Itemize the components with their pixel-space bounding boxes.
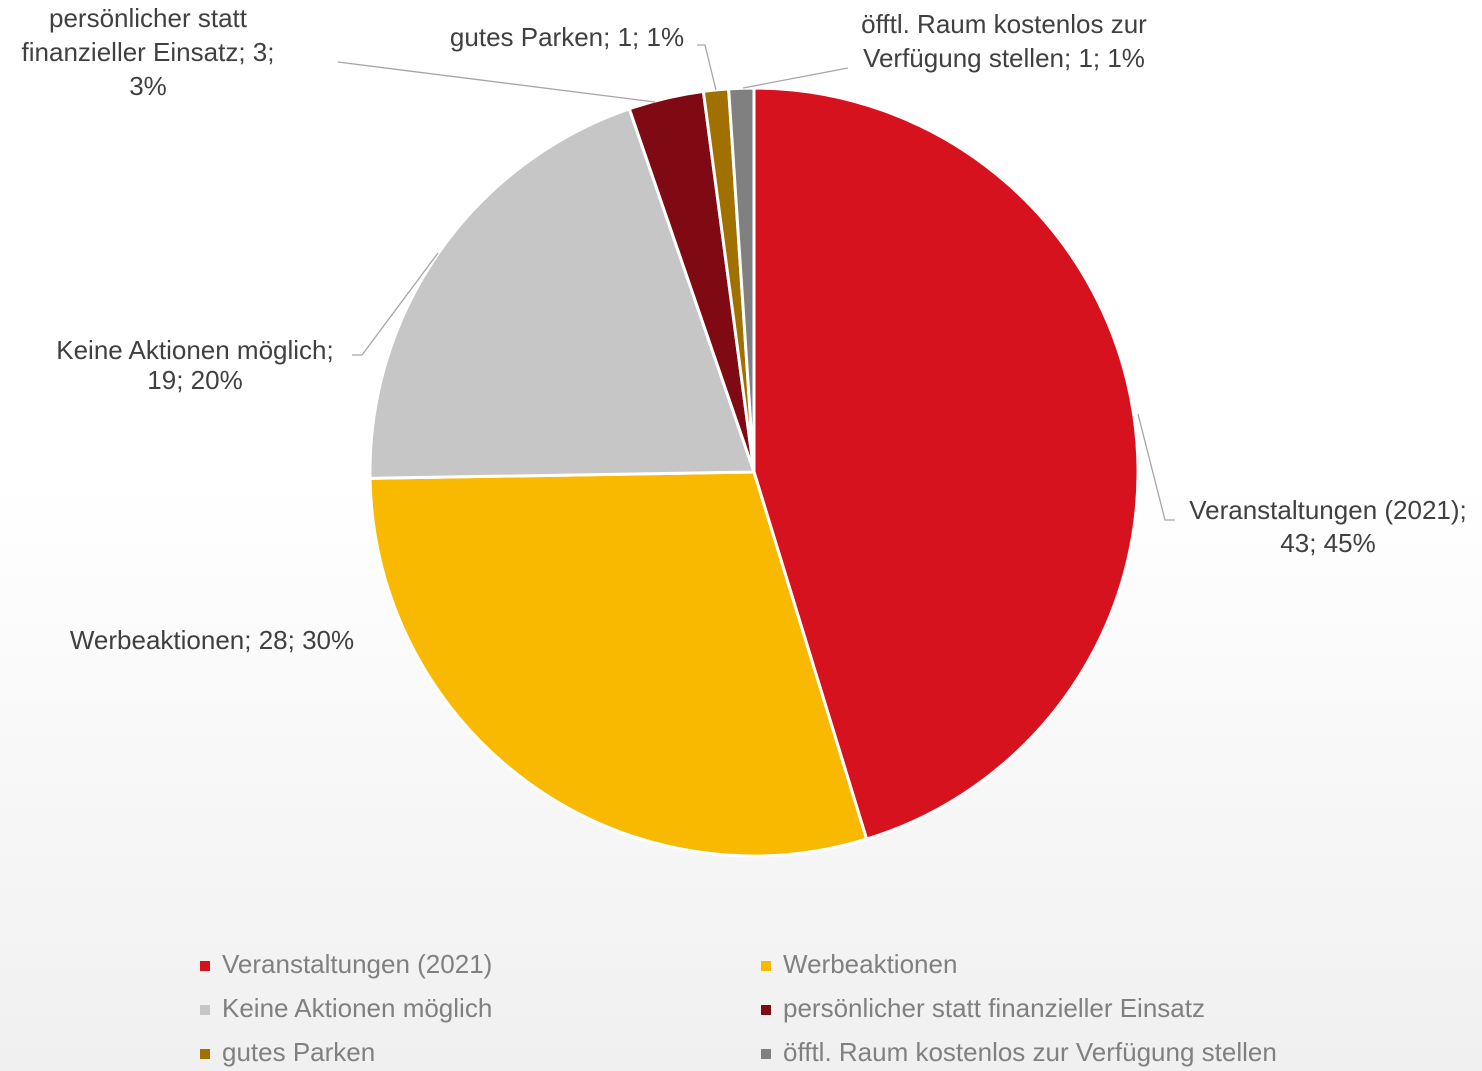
legend-swatch	[200, 1049, 210, 1059]
leader-line	[337, 61, 656, 103]
pie-slice	[727, 86, 756, 473]
legend-label: Werbeaktionen	[783, 949, 957, 979]
legend-swatch	[200, 1005, 210, 1015]
data-label: persönlicher statt	[49, 3, 248, 33]
data-label: Veranstaltungen (2021);	[1189, 495, 1467, 525]
data-label: Verfügung stellen; 1; 1%	[863, 43, 1145, 73]
legend-label: Veranstaltungen (2021)	[222, 949, 492, 979]
data-label: 43; 45%	[1280, 528, 1375, 558]
legend-label: gutes Parken	[222, 1037, 375, 1067]
leader-line	[1137, 413, 1175, 521]
data-label: 3%	[129, 71, 167, 101]
data-label: Keine Aktionen möglich;	[56, 335, 334, 365]
legend-label: Keine Aktionen möglich	[222, 993, 492, 1023]
legend-swatch	[200, 961, 210, 971]
pie-slice	[752, 86, 1140, 841]
legend-swatch	[761, 1049, 771, 1059]
leader-line	[742, 67, 849, 89]
data-label: öfftl. Raum kostenlos zur	[861, 9, 1147, 39]
legend-swatch	[761, 1005, 771, 1015]
data-label: 19; 20%	[147, 365, 242, 395]
pie-slice	[368, 106, 757, 480]
leader-line	[697, 44, 717, 91]
legend-swatch	[761, 961, 771, 971]
legend-label: öfftl. Raum kostenlos zur Verfügung stel…	[783, 1037, 1277, 1067]
data-label: Werbeaktionen; 28; 30%	[70, 625, 354, 655]
pie-slice	[368, 470, 869, 858]
legend-label: persönlicher statt finanzieller Einsatz	[783, 993, 1205, 1023]
data-label: gutes Parken; 1; 1%	[450, 22, 684, 52]
data-label: finanzieller Einsatz; 3;	[22, 37, 275, 67]
leader-line	[352, 252, 439, 356]
